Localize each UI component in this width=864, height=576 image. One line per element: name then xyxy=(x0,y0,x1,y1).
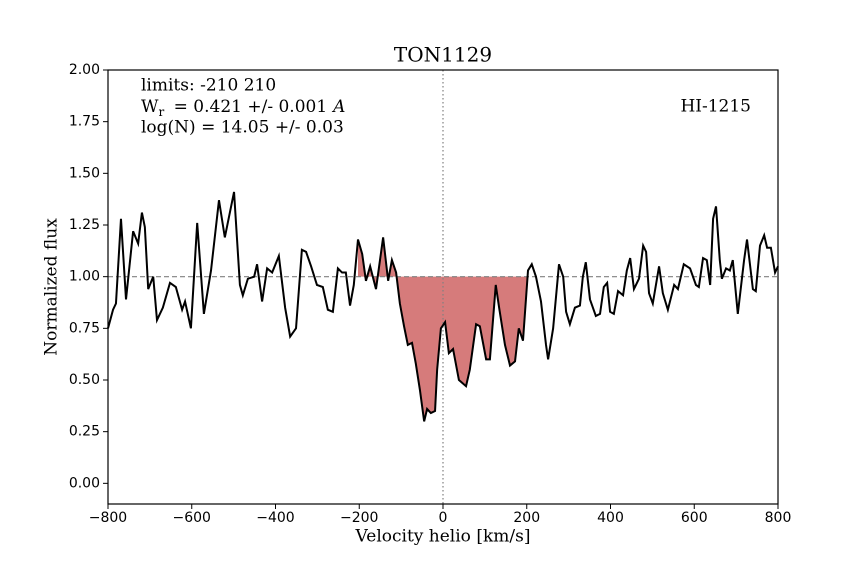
y-tick-label: 1.25 xyxy=(69,217,100,233)
x-tick-label: 0 xyxy=(439,510,448,526)
line-id: HI-1215 xyxy=(680,97,751,117)
y-axis-label: Normalized flux xyxy=(42,218,62,356)
x-tick-label: 200 xyxy=(513,510,540,526)
y-tick-label: 0.00 xyxy=(69,475,100,491)
annotation-part: = 0.421 +/- 0.001 xyxy=(168,97,327,117)
x-axis-label: Velocity helio [km/s] xyxy=(355,527,531,547)
x-tick-label: −400 xyxy=(256,510,294,526)
y-tick-label: 1.00 xyxy=(69,269,100,285)
y-tick-label: 1.75 xyxy=(69,114,100,130)
annotation-part: W xyxy=(141,97,159,117)
x-tick-label: 400 xyxy=(597,510,624,526)
annotation-subscript: r xyxy=(158,105,164,119)
x-tick-label: −600 xyxy=(173,510,211,526)
annotation: log(N) = 14.05 +/- 0.03 xyxy=(141,118,344,138)
shaded-area xyxy=(357,237,529,422)
spectrum-line xyxy=(107,191,779,422)
y-tick-label: 2.00 xyxy=(69,62,100,78)
x-tick-label: 800 xyxy=(765,510,792,526)
x-tick-label: −200 xyxy=(340,510,378,526)
y-tick-label: 0.75 xyxy=(69,320,100,336)
annotation: Wr = 0.421 +/- 0.001 A xyxy=(141,97,345,119)
x-tick-label: −800 xyxy=(89,510,127,526)
chart-title: TON1129 xyxy=(394,43,492,67)
y-tick-label: 1.50 xyxy=(69,165,100,181)
x-tick-label: 600 xyxy=(681,510,708,526)
y-tick-label: 0.50 xyxy=(69,372,100,388)
annotation: limits: -210 210 xyxy=(141,76,276,96)
annotation-unit: A xyxy=(331,97,345,117)
y-tick-label: 0.25 xyxy=(69,424,100,440)
